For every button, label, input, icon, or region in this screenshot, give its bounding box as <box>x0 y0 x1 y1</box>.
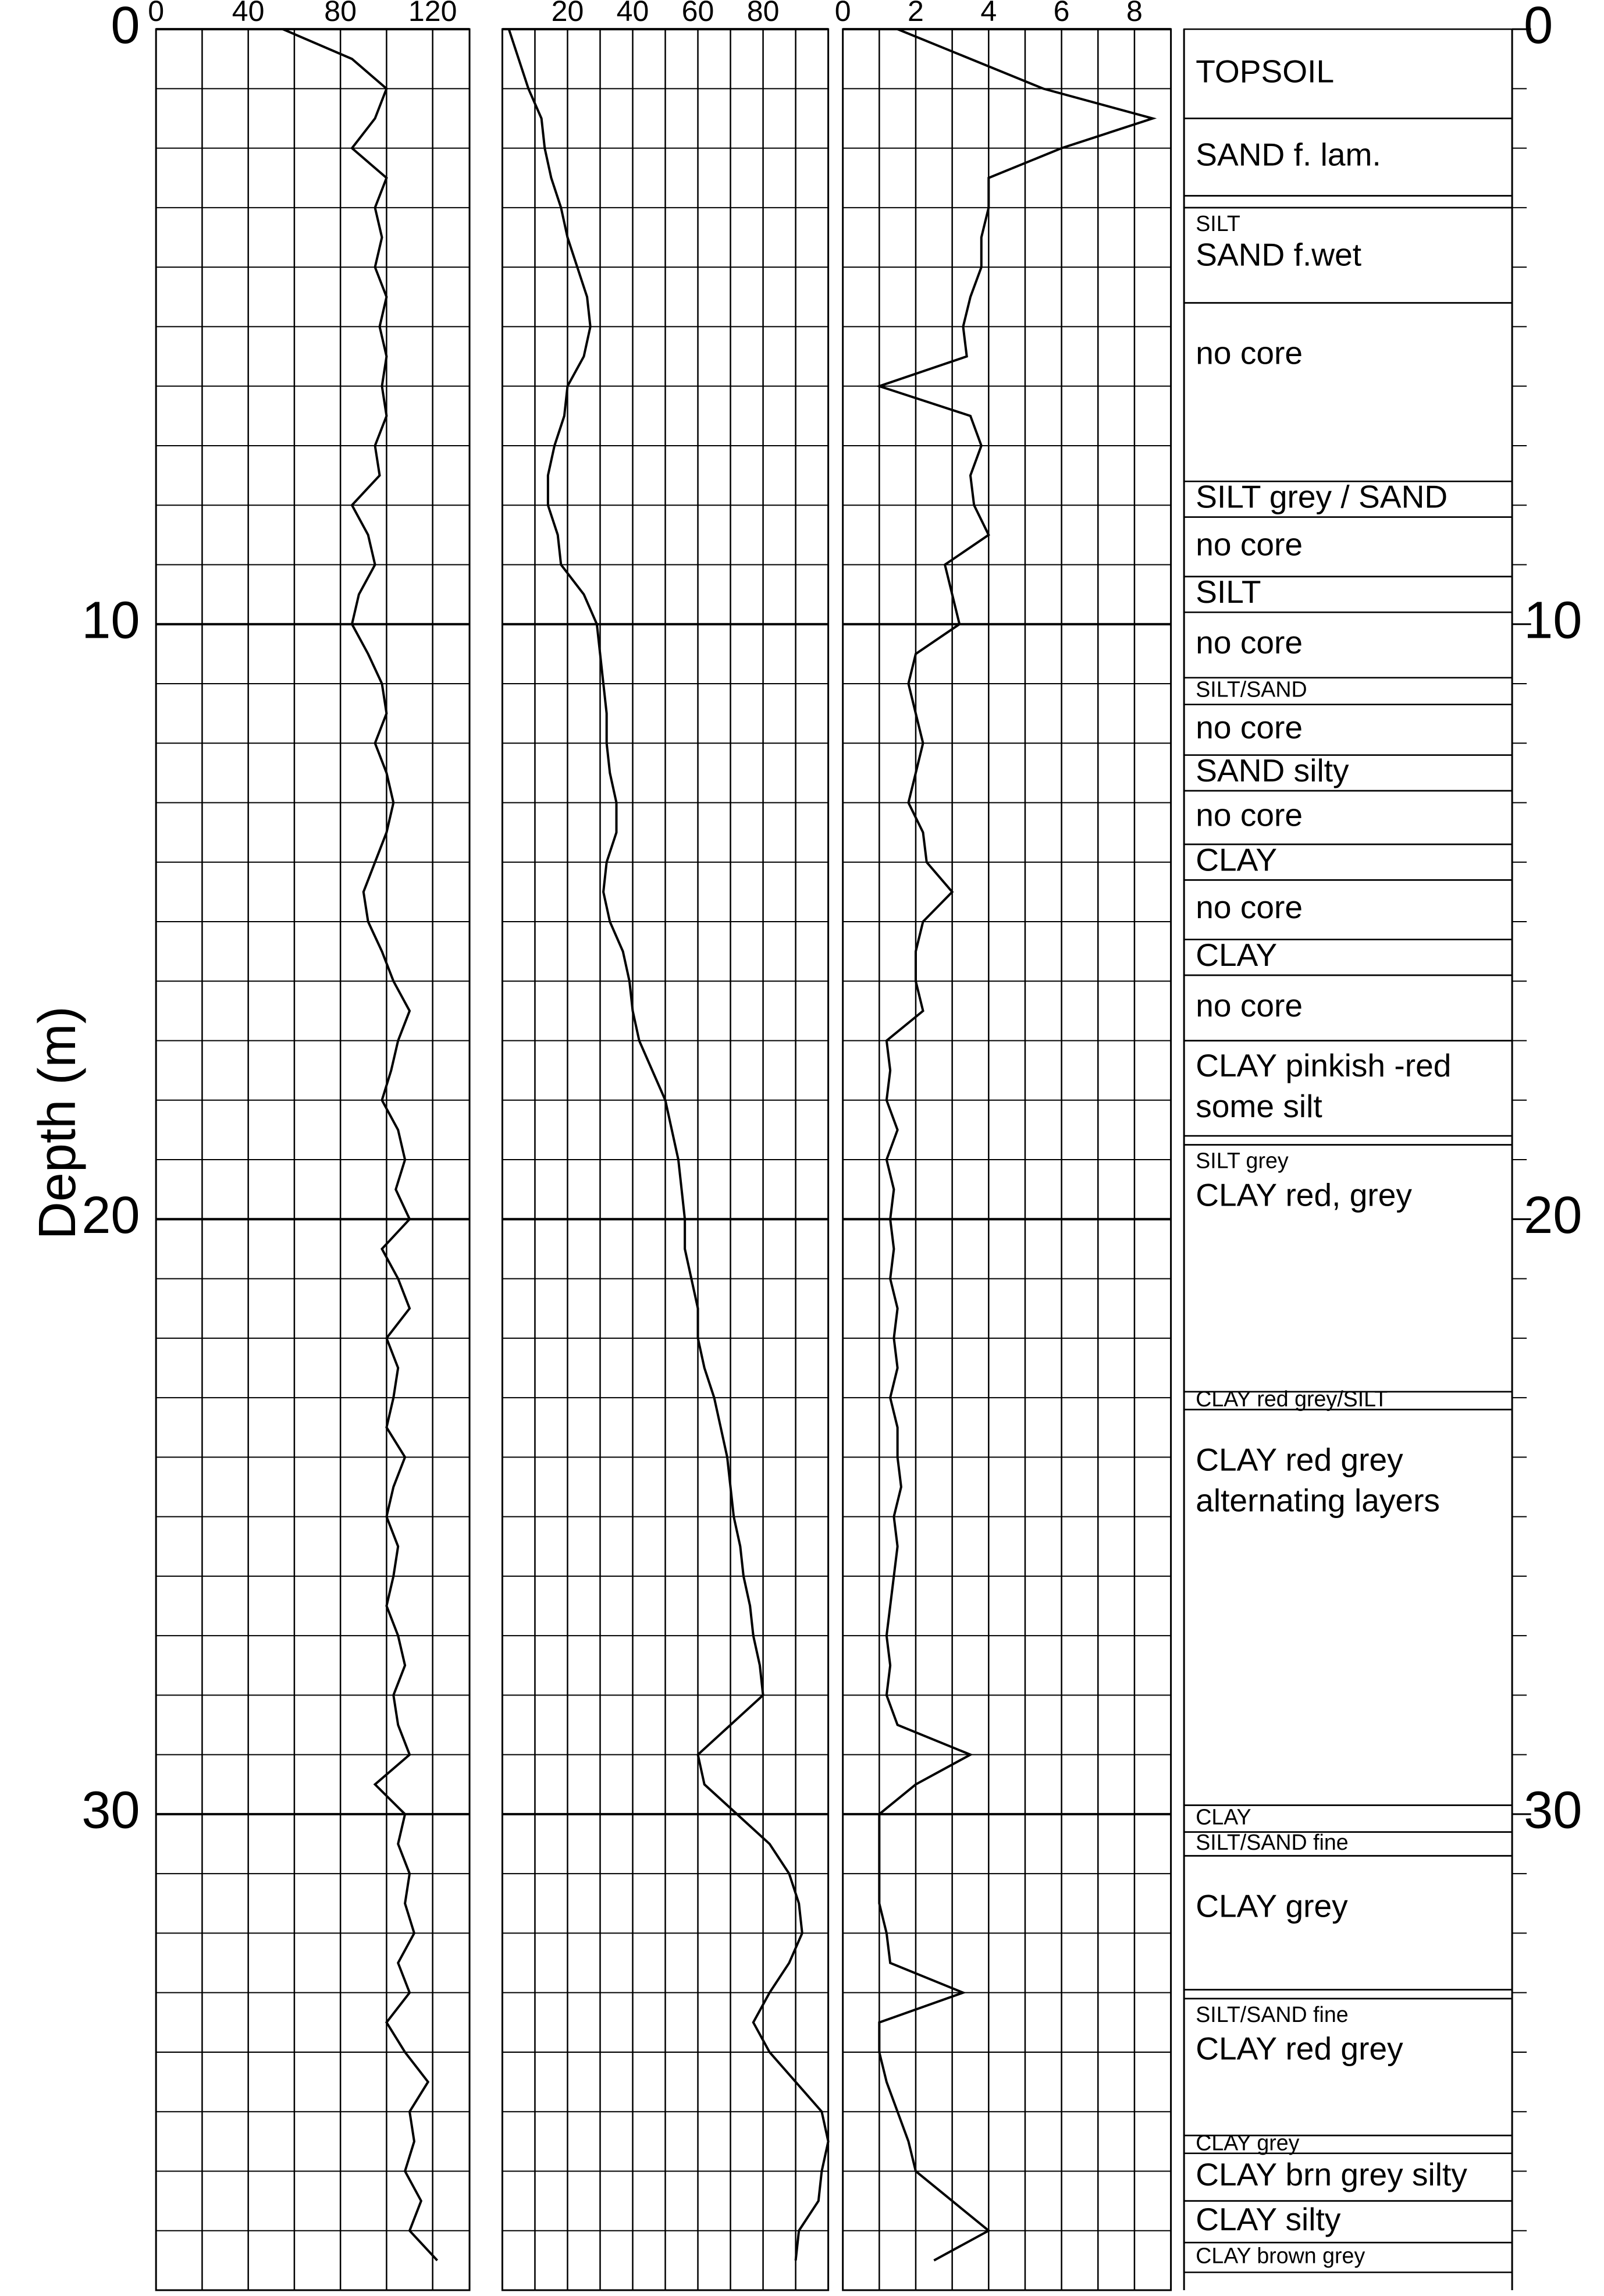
x-tick-label: 40 <box>232 0 265 27</box>
x-tick-label: 60 <box>682 0 714 27</box>
y-tick-label-right: 10 <box>1524 591 1582 650</box>
lithology-label: CLAY grey <box>1196 1888 1348 1924</box>
lithology-label: no core <box>1196 624 1303 660</box>
lithology-layer <box>1183 302 1513 482</box>
log-curve <box>282 28 439 2262</box>
lithology-label: CLAY red, grey <box>1196 1177 1412 1213</box>
lithology-label: some silt <box>1196 1088 1322 1124</box>
y-tick-label-right: 30 <box>1524 1781 1582 1840</box>
lithology-label: CLAY grey <box>1196 2130 1299 2155</box>
lithology-label: CLAY silty <box>1196 2201 1341 2237</box>
lithology-label: SILT grey <box>1196 1148 1289 1172</box>
lithology-label: no core <box>1196 526 1303 562</box>
lithology-layer <box>1183 1989 1513 2000</box>
lithology-label: CLAY pinkish -red <box>1196 1047 1451 1083</box>
y-tick-label: 10 <box>81 591 140 650</box>
log-curve <box>875 28 1157 2262</box>
x-tick-label: 20 <box>552 0 584 27</box>
lithology-label: SAND silty <box>1196 752 1349 788</box>
y-tick-label-right: 20 <box>1524 1186 1582 1245</box>
lithology-label: TOPSOIL <box>1196 53 1334 89</box>
lithology-label: SAND f. lam. <box>1196 137 1381 173</box>
log-curve <box>507 29 830 2261</box>
y-axis-label: Depth (m) <box>28 1006 87 1239</box>
lithology-label: CLAY brn grey silty <box>1196 2156 1467 2192</box>
y-tick-label: 30 <box>81 1781 140 1840</box>
lithology-label: SILT/SAND fine <box>1196 2002 1348 2027</box>
x-tick-label: 0 <box>148 0 164 27</box>
x-tick-label: 80 <box>324 0 357 27</box>
y-tick-label: 20 <box>81 1186 140 1245</box>
y-tick-label-right: 0 <box>1524 0 1553 55</box>
x-tick-label: 4 <box>980 0 997 27</box>
lithology-label: SILT grey / SAND <box>1196 479 1447 515</box>
x-tick-label: 2 <box>908 0 924 27</box>
lithology-label: CLAY red grey/SILT <box>1196 1387 1388 1411</box>
x-tick-label: 40 <box>617 0 649 27</box>
lithology-label: SILT <box>1196 211 1240 236</box>
lithology-label: SILT/SAND <box>1196 677 1307 702</box>
x-tick-label: 120 <box>408 0 457 27</box>
lithology-layer <box>1183 195 1513 209</box>
lithology-label: SILT <box>1196 574 1261 610</box>
x-tick-label: 8 <box>1126 0 1143 27</box>
lithology-label: CLAY brown grey <box>1196 2244 1365 2268</box>
lithology-label: no core <box>1196 709 1303 745</box>
lithology-label: CLAY <box>1196 937 1277 973</box>
x-tick-label: 6 <box>1054 0 1070 27</box>
y-tick-label: 0 <box>111 0 140 55</box>
lithology-layer <box>1183 2241 1513 2273</box>
lithology-layer <box>1183 1135 1513 1146</box>
lithology-label: no core <box>1196 797 1303 833</box>
lithology-label: CLAY <box>1196 1805 1251 1829</box>
lithology-label: no core <box>1196 335 1303 371</box>
lithology-label: CLAY <box>1196 841 1277 877</box>
lithology-label: SILT/SAND fine <box>1196 1830 1348 1854</box>
lithology-label: no core <box>1196 987 1303 1023</box>
lithology-label: CLAY red grey <box>1196 1441 1403 1477</box>
lithology-label: alternating layers <box>1196 1483 1440 1519</box>
x-tick-label: 80 <box>747 0 780 27</box>
lithology-label: SAND f.wet <box>1196 237 1361 273</box>
lithology-label: CLAY red grey <box>1196 2031 1403 2067</box>
lithology-label: no core <box>1196 889 1303 925</box>
x-tick-label: 0 <box>835 0 851 27</box>
